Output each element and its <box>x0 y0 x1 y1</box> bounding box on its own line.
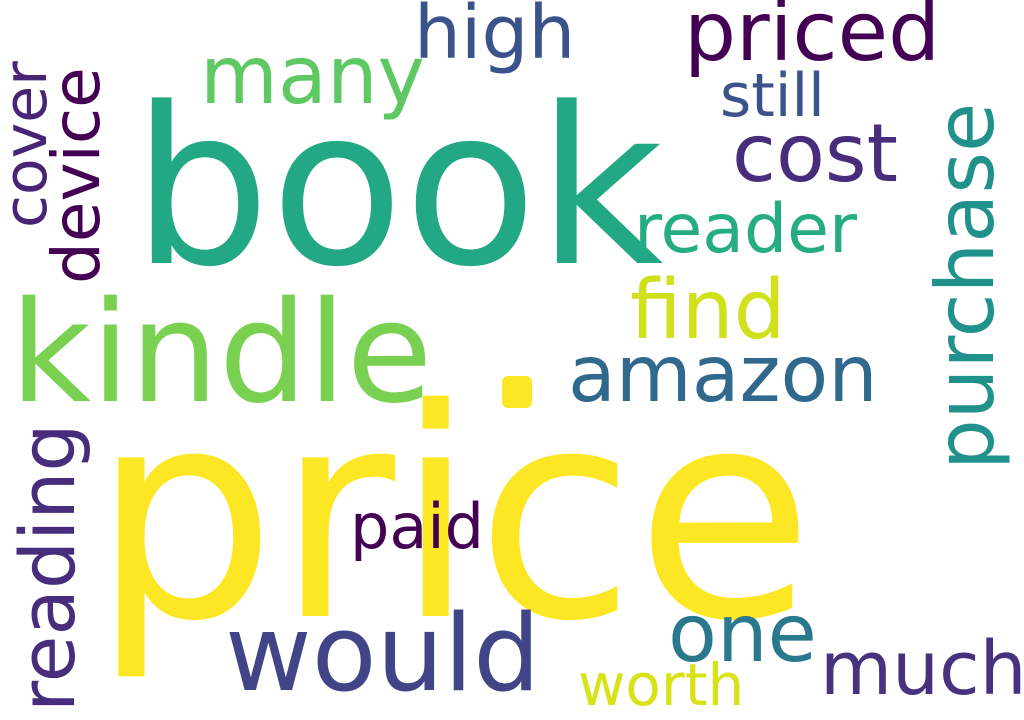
word-kindle: kindle <box>10 272 433 435</box>
word-device: device <box>38 67 115 284</box>
word-high: high <box>414 0 576 76</box>
word-one: one <box>668 587 817 680</box>
word-worth: worth <box>578 651 745 719</box>
word-cost: cost <box>732 107 898 200</box>
dot-mark <box>502 376 532 408</box>
word-book: book <box>132 62 664 315</box>
word-paid: paid <box>350 490 484 563</box>
word-priced: priced <box>684 0 941 80</box>
word-amazon: amazon <box>568 330 878 420</box>
word-purchase: purchase <box>919 102 1012 470</box>
word-price: price <box>92 348 814 685</box>
word-reading: reading <box>3 423 92 712</box>
word-find: find <box>630 263 786 358</box>
word-reader: reader <box>634 190 857 269</box>
word-still: still <box>720 61 825 131</box>
word-much: much <box>820 626 1024 712</box>
word-would: would <box>225 592 541 715</box>
word-many: many <box>200 29 425 122</box>
